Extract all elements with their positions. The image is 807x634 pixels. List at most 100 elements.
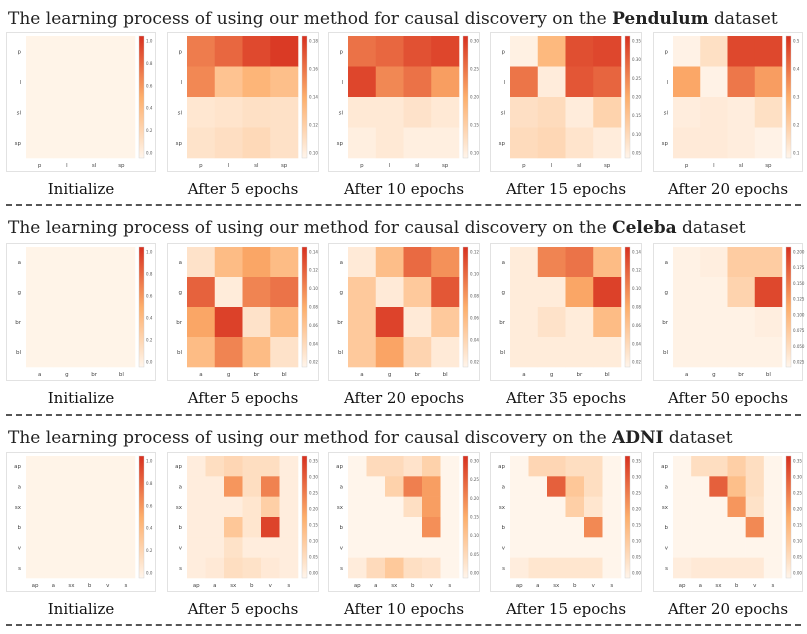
heatmap-celeba-35-epochs: a g br bl a g br bl 0.14 0.12 0.10 0.08 0.06 0.04 0.02 — [490, 243, 642, 381]
heatmap-cell — [205, 496, 225, 518]
heatmap-cell — [375, 247, 404, 278]
heatmap-cell — [727, 496, 746, 518]
heatmap-cell — [348, 66, 377, 98]
heatmap-cell — [584, 496, 603, 518]
column-tick-label: br — [576, 372, 582, 378]
row-tick-label: l — [19, 80, 21, 86]
colorbar-tick-label: 0.0 — [146, 151, 153, 156]
heatmap-cell — [242, 476, 262, 497]
section-divider — [6, 204, 801, 206]
heatmap-cell — [727, 97, 756, 128]
colorbar — [462, 35, 469, 159]
heatmap-cell — [187, 496, 206, 518]
heatmap-cell — [440, 456, 460, 477]
heatmap-cell — [528, 496, 548, 518]
row-tick-label: sl — [17, 110, 22, 116]
heatmap-cell — [565, 36, 594, 67]
row-tick-label: l — [180, 80, 182, 86]
heatmap-cell — [116, 537, 136, 558]
heatmap-cell — [754, 97, 783, 128]
row-tick-label: br — [499, 320, 505, 326]
heatmap-cell — [565, 557, 585, 579]
heatmap-cell — [745, 557, 765, 579]
title-prefix: The learning process of using our method… — [8, 9, 613, 29]
row-tick-label: p — [340, 49, 344, 55]
heatmap-cell — [348, 307, 377, 338]
column-tick-label: bl — [766, 372, 771, 378]
colorbar-tick-label: 0.25 — [470, 477, 479, 482]
column-tick-label: a — [38, 372, 41, 378]
heatmap-cell — [745, 517, 765, 538]
heatmap-cell — [537, 36, 566, 67]
colorbar-tick-label: 0.30 — [309, 474, 318, 479]
column-tick-label: br — [738, 372, 744, 378]
heatmap-cell — [214, 97, 243, 128]
row-tick-label: g — [340, 290, 344, 296]
heatmap-cell — [547, 517, 566, 538]
column-tick-label: v — [592, 583, 596, 589]
heatmap-cell — [565, 337, 594, 368]
row-tick-label: sl — [339, 110, 344, 116]
heatmap-celeba-50-epochs: a g br bl a g br bl 0.200 0.175 0.150 0.125 0.100 0.0… — [653, 243, 805, 381]
heatmap-pendulum-15-epochs: p l sl sp p l sl sp 0.35 0.30 0.25 0.20 0.15 0.10 0.05 — [490, 32, 642, 172]
heatmap-cell — [26, 307, 54, 338]
heatmap-cell — [348, 517, 367, 538]
caption: Initialize — [47, 389, 115, 407]
column-tick-label: bl — [443, 372, 448, 378]
column-tick-label: p — [199, 163, 203, 169]
heatmap-cell — [602, 537, 622, 558]
heatmap-cell — [537, 97, 566, 128]
heatmap-cell — [709, 557, 728, 579]
colorbar-tick-label: 0.8 — [146, 481, 153, 486]
row-tick-label: sp — [176, 141, 183, 147]
row-tick-label: p — [179, 49, 183, 55]
heatmap-cell — [214, 127, 243, 159]
heatmap-cell — [754, 66, 783, 98]
heatmap-cell — [270, 97, 299, 128]
heatmap-cell — [80, 277, 109, 308]
heatmap-cell — [700, 337, 728, 368]
heatmap-cell — [537, 337, 566, 368]
colorbar-tick-label: 0.18 — [309, 38, 318, 43]
colorbar-tick-label: 0.6 — [146, 503, 153, 508]
heatmap-cell — [279, 537, 299, 558]
heatmap-cell — [709, 456, 728, 477]
heatmap-cell — [348, 97, 377, 128]
heatmap-cell — [348, 456, 367, 477]
colorbar-tick-label: 1.0 — [146, 458, 153, 463]
column-tick-label: sl — [739, 163, 744, 169]
heatmap-cell — [375, 277, 404, 308]
colorbar-tick-label: 0.25 — [309, 490, 318, 495]
heatmap-cell — [565, 307, 594, 338]
heatmap-cell — [205, 537, 225, 558]
colorbar-tick-label: 0.15 — [793, 523, 802, 528]
row-tick-label: sp — [499, 141, 506, 147]
heatmap-cell — [754, 337, 783, 368]
heatmap-cell — [26, 537, 45, 558]
column-tick-label: p — [360, 163, 364, 169]
row-tick-label: bl — [500, 350, 505, 356]
caption: After 10 epochs — [343, 180, 465, 198]
colorbar-tick-label: 0.15 — [632, 523, 641, 528]
colorbar-tick-label: 0.04 — [470, 338, 479, 343]
heatmap-cell — [279, 476, 299, 497]
heatmap-cell — [187, 557, 206, 579]
heatmap-cell — [224, 476, 243, 497]
title-suffix: dataset — [708, 9, 778, 29]
heatmap-adni-initialize: ap a sx b v s ap a sx b v s 1.0 0.8 0.6 0.4 0.2 0.0 — [6, 452, 156, 592]
heatmap-cell — [44, 557, 63, 579]
heatmap-cell — [62, 557, 81, 579]
column-tick-label: v — [430, 583, 434, 589]
heatmap-cell — [537, 307, 566, 338]
heatmap-cell — [431, 277, 460, 308]
heatmap-cell — [107, 277, 136, 308]
heatmap-cell — [62, 517, 81, 538]
heatmap-cell — [348, 247, 377, 278]
heatmap-cell — [403, 476, 423, 497]
heatmap-cell — [385, 476, 404, 497]
heatmap-cell — [53, 247, 81, 278]
heatmap-cell — [98, 456, 118, 477]
colorbar-tick-label: 0.4 — [146, 316, 153, 321]
colorbar-tick-label: 0.02 — [309, 360, 318, 365]
heatmap-cell — [528, 537, 548, 558]
